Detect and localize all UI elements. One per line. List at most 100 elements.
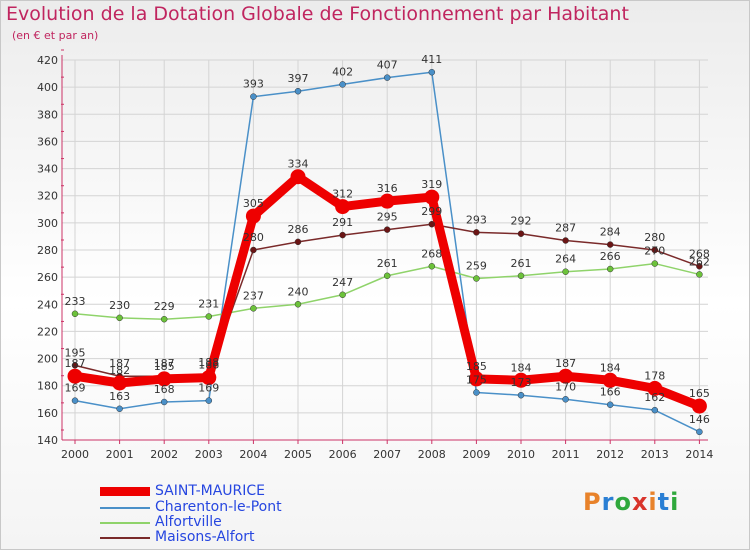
data-label: 312 — [332, 188, 353, 201]
data-label: 240 — [288, 285, 309, 298]
data-point — [517, 391, 525, 399]
data-point — [294, 87, 302, 95]
data-point — [339, 81, 346, 88]
data-label: 178 — [644, 369, 665, 382]
data-label: 187 — [555, 357, 576, 370]
data-point — [513, 372, 529, 388]
data-point — [696, 263, 703, 270]
x-tick-label: 2003 — [195, 448, 223, 461]
data-point — [383, 74, 391, 81]
y-tick-label: 160 — [37, 407, 58, 420]
x-tick-label: 2011 — [552, 448, 580, 461]
legend-swatch-alfortville — [100, 522, 150, 524]
logo-letter: x — [631, 488, 649, 516]
data-label: 411 — [421, 53, 442, 66]
data-point — [517, 272, 525, 280]
y-tick-label: 360 — [37, 135, 58, 148]
data-label: 231 — [198, 298, 219, 311]
y-tick-label: 220 — [37, 325, 58, 338]
x-tick-label: 2014 — [685, 448, 713, 461]
data-point — [562, 237, 569, 244]
logo-letter: t — [657, 488, 671, 516]
data-label: 184 — [511, 361, 532, 374]
data-label: 295 — [377, 211, 398, 224]
x-tick-label: 2004 — [239, 448, 267, 461]
data-point — [562, 268, 569, 275]
data-label: 185 — [466, 360, 487, 373]
data-point — [383, 272, 391, 280]
data-label: 184 — [600, 361, 621, 374]
data-point — [696, 428, 703, 436]
data-point — [71, 397, 79, 404]
y-tick-label: 420 — [37, 54, 58, 67]
data-label: 266 — [600, 250, 621, 263]
legend-item-saint-maurice: SAINT-MAURICE — [100, 483, 300, 500]
legend-label-charenton: Charenton-le-Pont — [155, 499, 282, 515]
data-label: 319 — [421, 178, 442, 191]
logo-letter: o — [614, 488, 632, 516]
data-label: 264 — [555, 253, 576, 266]
data-point — [250, 305, 257, 312]
data-label: 187 — [65, 357, 86, 370]
data-point — [428, 68, 436, 76]
data-label: 397 — [288, 72, 309, 85]
x-tick-label: 2002 — [150, 448, 178, 461]
y-tick-label: 400 — [37, 81, 58, 94]
data-label: 261 — [377, 257, 398, 270]
data-label: 185 — [154, 360, 175, 373]
data-label: 166 — [600, 386, 621, 399]
data-point — [250, 246, 257, 254]
data-label: 268 — [689, 247, 710, 260]
proxiti-logo[interactable]: Proxiti — [583, 488, 679, 516]
legend-swatch-saint-maurice — [100, 487, 150, 496]
x-tick-label: 2001 — [106, 448, 134, 461]
data-point — [245, 208, 261, 224]
legend-label-maisons-alfort: Maisons-Alfort — [155, 529, 255, 545]
data-label: 163 — [109, 390, 130, 403]
data-point — [696, 271, 703, 278]
x-tick-label: 2013 — [641, 448, 669, 461]
y-tick-label: 260 — [37, 271, 58, 284]
legend-item-charenton: Charenton-le-Pont — [100, 499, 300, 516]
data-point — [651, 246, 659, 254]
data-point — [428, 220, 436, 228]
data-point — [156, 371, 172, 387]
data-label: 287 — [555, 222, 576, 235]
data-point — [250, 93, 257, 100]
data-point — [691, 398, 707, 414]
logo-letter: P — [583, 488, 602, 516]
chart-title: Evolution de la Dotation Globale de Fonc… — [6, 3, 629, 25]
data-label: 182 — [109, 364, 130, 377]
data-label: 402 — [332, 65, 353, 78]
data-point — [116, 405, 123, 413]
data-point — [71, 310, 79, 318]
data-label: 188 — [198, 356, 219, 369]
data-point — [383, 226, 391, 233]
data-label: 293 — [466, 213, 487, 226]
data-label: 168 — [154, 383, 175, 396]
data-label: 284 — [600, 226, 621, 239]
x-tick-label: 2012 — [596, 448, 624, 461]
legend-item-alfortville: Alfortville — [100, 514, 300, 531]
data-label: 229 — [154, 300, 175, 313]
y-tick-label: 200 — [37, 353, 58, 366]
data-point — [602, 372, 618, 388]
data-point — [558, 368, 574, 384]
data-label: 316 — [377, 182, 398, 195]
logo-letter: i — [670, 488, 680, 516]
data-label: 233 — [65, 295, 86, 308]
x-tick-label: 2007 — [373, 448, 401, 461]
data-point — [116, 314, 123, 322]
data-label: 407 — [377, 59, 398, 72]
data-label: 270 — [644, 245, 665, 258]
data-label: 291 — [332, 216, 353, 229]
data-label: 230 — [109, 299, 130, 312]
data-point — [379, 193, 395, 209]
legend-item-maisons-alfort: Maisons-Alfort — [100, 529, 300, 546]
data-point — [71, 362, 79, 369]
data-label: 393 — [243, 78, 264, 91]
data-point — [562, 396, 569, 403]
data-point — [294, 238, 302, 246]
data-label: 169 — [198, 382, 219, 395]
x-tick-label: 2008 — [418, 448, 446, 461]
